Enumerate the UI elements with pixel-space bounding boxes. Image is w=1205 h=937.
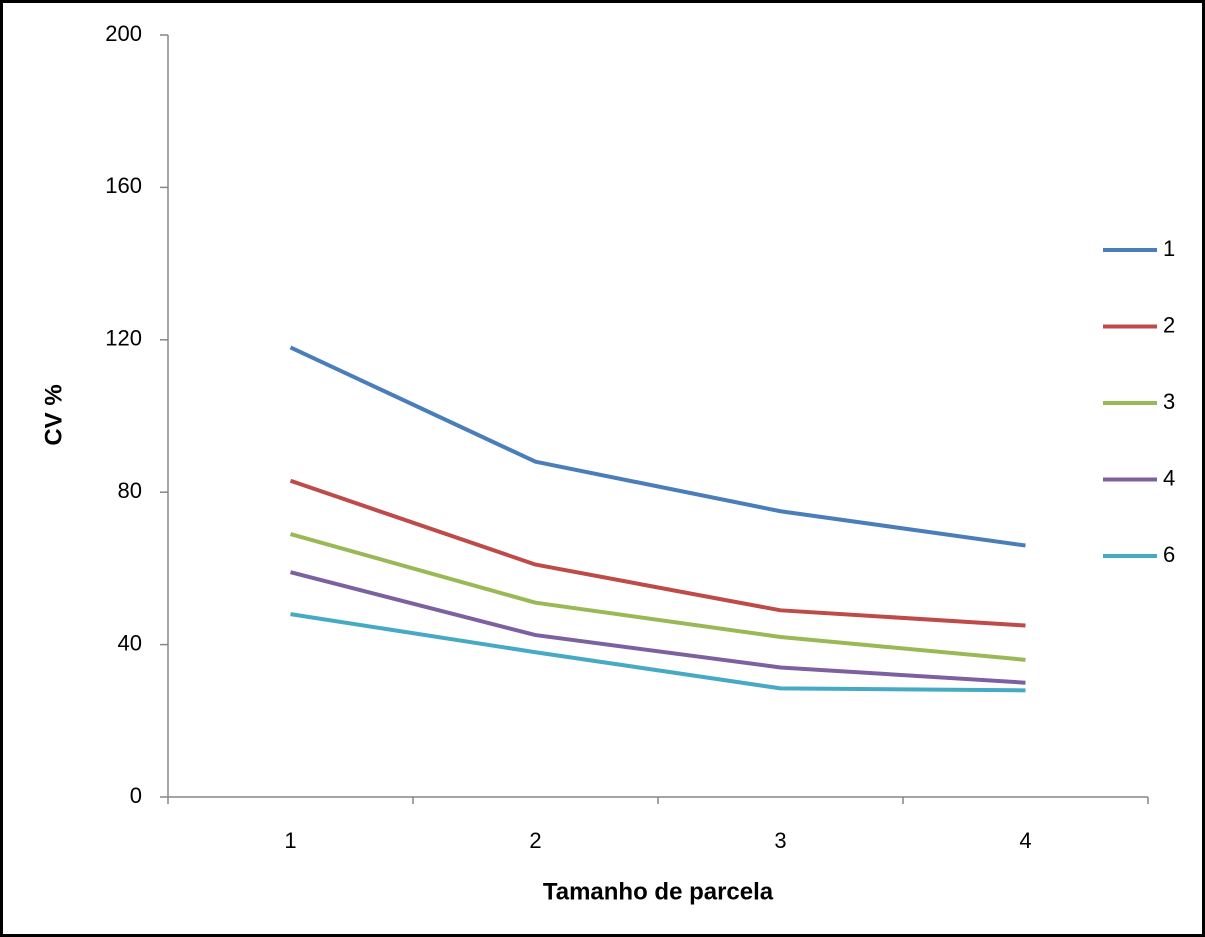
series-line bbox=[290, 570, 1026, 685]
x-tick-label: 2 bbox=[529, 828, 541, 853]
y-tick-label: 40 bbox=[118, 630, 142, 655]
y-tick-label: 80 bbox=[118, 478, 142, 503]
x-tick-label: 1 bbox=[284, 828, 296, 853]
y-axis-title: CV % bbox=[40, 384, 67, 445]
x-tick-label: 4 bbox=[1019, 828, 1031, 853]
y-tick-label: 0 bbox=[130, 783, 142, 808]
legend-label: 6 bbox=[1163, 542, 1175, 567]
legend-label: 2 bbox=[1163, 312, 1175, 337]
series-line bbox=[289, 478, 1026, 628]
x-tick-label: 3 bbox=[774, 828, 786, 853]
legend-label: 3 bbox=[1163, 389, 1175, 414]
series-line bbox=[289, 345, 1026, 548]
series-line bbox=[289, 532, 1026, 662]
y-tick-label: 160 bbox=[105, 173, 142, 198]
legend-label: 1 bbox=[1163, 236, 1175, 261]
x-axis-title: Tamanho de parcela bbox=[543, 878, 774, 905]
legend-label: 4 bbox=[1163, 465, 1175, 490]
y-tick-label: 120 bbox=[105, 326, 142, 351]
y-tick-label: 200 bbox=[105, 21, 142, 46]
series-line bbox=[290, 612, 1026, 693]
